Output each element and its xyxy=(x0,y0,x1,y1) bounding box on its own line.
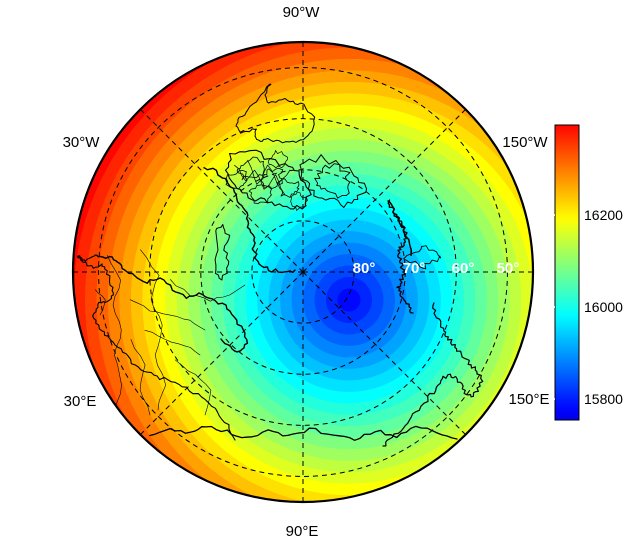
svg-text:15800: 15800 xyxy=(584,391,623,407)
svg-text:90°E: 90°E xyxy=(286,523,319,540)
svg-text:90°W: 90°W xyxy=(283,4,321,21)
svg-text:150°W: 150°W xyxy=(502,134,548,151)
svg-text:70°: 70° xyxy=(403,260,426,277)
svg-text:150°E: 150°E xyxy=(508,391,549,408)
svg-text:16000: 16000 xyxy=(584,299,623,315)
svg-text:30°W: 30°W xyxy=(63,134,101,151)
svg-text:50°: 50° xyxy=(497,260,520,277)
svg-text:30°E: 30°E xyxy=(64,393,97,410)
svg-text:60°: 60° xyxy=(452,260,475,277)
svg-text:80°: 80° xyxy=(353,260,376,277)
svg-text:16200: 16200 xyxy=(584,207,623,223)
